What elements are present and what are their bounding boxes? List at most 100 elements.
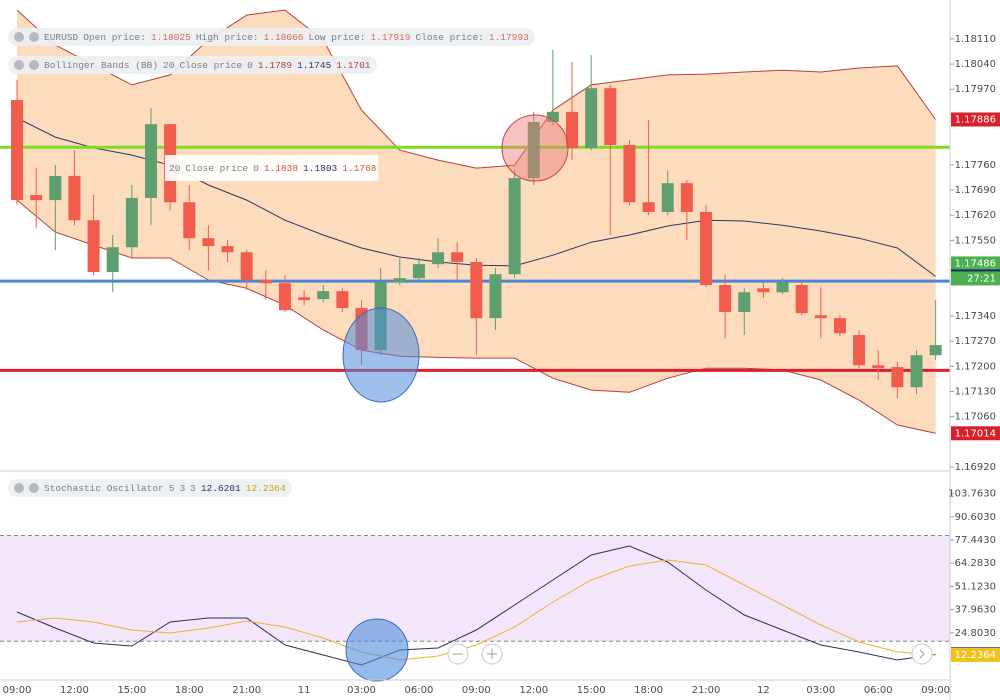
zone-fill [0, 535, 950, 642]
symbol-legend: EURUSD Open price: 1.18025 High price: 1.180… [8, 28, 535, 46]
y-tick-label: 77.4430 [955, 535, 996, 546]
x-tick-label: 03:00 [806, 685, 835, 696]
candle-body [546, 111, 559, 122]
y-tick-label: 1.17760 [955, 160, 996, 171]
legend-text: 1.1745 [297, 59, 332, 71]
x-tick-label: 21:00 [232, 685, 261, 696]
candle-body [661, 183, 674, 212]
candle-body [125, 197, 138, 248]
candle-body [144, 124, 157, 198]
candle-body [833, 318, 846, 334]
remove-icon[interactable] [14, 60, 24, 70]
legend-text: 1.1701 [336, 59, 371, 71]
price-tag [951, 426, 1000, 441]
x-tick-label: 12:00 [60, 685, 89, 696]
legend-text: Close price [179, 59, 243, 71]
candle-body [642, 202, 655, 212]
stochastic-pane [0, 534, 950, 666]
x-tick-label: 09:00 [462, 685, 491, 696]
price-pane [0, 9, 950, 434]
y-tick-label: 1.17200 [955, 361, 996, 372]
y-tick-label: 90.6030 [955, 512, 996, 523]
series-line [16, 559, 936, 661]
candle-body [317, 291, 330, 300]
candle-body [814, 315, 827, 319]
zoom-out-button[interactable] [447, 643, 469, 665]
y-tick-label: 24.8030 [955, 628, 996, 639]
legend-text: 20 [169, 162, 181, 174]
x-tick-label: 12 [757, 685, 770, 696]
legend-text: 1.18025 [150, 31, 191, 43]
candle-body [221, 246, 234, 253]
remove-icon[interactable] [14, 483, 24, 493]
countdown-label: 27:21 [967, 273, 996, 284]
y-tick-label: 1.17970 [955, 84, 996, 95]
candle-body [604, 88, 617, 146]
candle-body [891, 367, 904, 388]
y-tick-label: 64.2830 [955, 558, 996, 569]
legend-text: Stochastic Oscillator [44, 482, 164, 494]
x-tick-label: 06:00 [864, 685, 893, 696]
candle-body [202, 238, 215, 247]
settings-icon[interactable] [29, 32, 39, 42]
price-tag [951, 256, 1000, 271]
settings-icon[interactable] [29, 483, 39, 493]
candle-body [87, 220, 100, 273]
y-tick-label: 1.17270 [955, 336, 996, 347]
legend-text: 20 [163, 59, 175, 71]
y-tick-label: 1.18110 [955, 34, 996, 45]
legend-text: 0 [247, 59, 253, 71]
countdown-tag [951, 271, 1000, 286]
candle-body [336, 291, 349, 309]
candle-body [738, 292, 751, 313]
highlight-circle [345, 618, 409, 682]
candle-body [623, 145, 636, 203]
highlight-circle [501, 114, 569, 182]
legend-text: 5 [168, 482, 175, 494]
x-tick-label: 09:00 [3, 685, 32, 696]
x-tick-label: 11 [298, 685, 311, 696]
legend-text: EURUSD [44, 31, 79, 43]
candle-body [508, 178, 521, 275]
series-line [16, 545, 936, 666]
settings-icon[interactable] [29, 60, 39, 70]
price-tag-label: 12.2364 [955, 650, 996, 661]
candle-body [68, 175, 81, 221]
legend-text: Low price: [308, 31, 366, 43]
remove-icon[interactable] [14, 32, 24, 42]
indicator-tooltip: 20 Close price 0 1.1838 1.1803 1.1768 [165, 155, 378, 181]
y-tick-label: 1.17340 [955, 311, 996, 322]
legend-text: High price: [195, 31, 259, 43]
price-tag [951, 647, 1000, 662]
x-tick-label: 03:00 [347, 685, 376, 696]
band-upper [16, 9, 937, 169]
candle-body [489, 274, 502, 319]
price-tag [951, 112, 1000, 127]
x-tick-label: 09:00 [921, 685, 950, 696]
candle-body [929, 345, 942, 356]
legend-text: 1.1768 [342, 162, 377, 174]
y-tick-label: 103.7630 [948, 489, 996, 500]
y-tick-label: 1.17690 [955, 185, 996, 196]
candle-body [776, 282, 789, 293]
indicator-legend: Bollinger Bands (BB) 20 Close price 0 1.1789… [8, 56, 377, 74]
legend-text: 1.17993 [488, 31, 529, 43]
candle-body [470, 261, 483, 319]
legend-text: 1.1838 [263, 162, 299, 174]
candle-body [278, 283, 291, 311]
legend-text: 3 [190, 482, 196, 494]
candle-body [699, 211, 712, 286]
candle-body [11, 100, 24, 201]
legend-text: 3 [179, 482, 186, 494]
candle-body [298, 297, 311, 301]
price-tag-label: 1.17014 [955, 428, 996, 439]
scroll-right-button[interactable] [911, 643, 933, 665]
candle-body [757, 288, 770, 293]
candle-body [393, 278, 406, 283]
legend-text: 1.17919 [370, 31, 411, 43]
candle-body [872, 365, 885, 369]
x-tick-label: 12:00 [519, 685, 548, 696]
zoom-in-button[interactable] [481, 643, 503, 665]
